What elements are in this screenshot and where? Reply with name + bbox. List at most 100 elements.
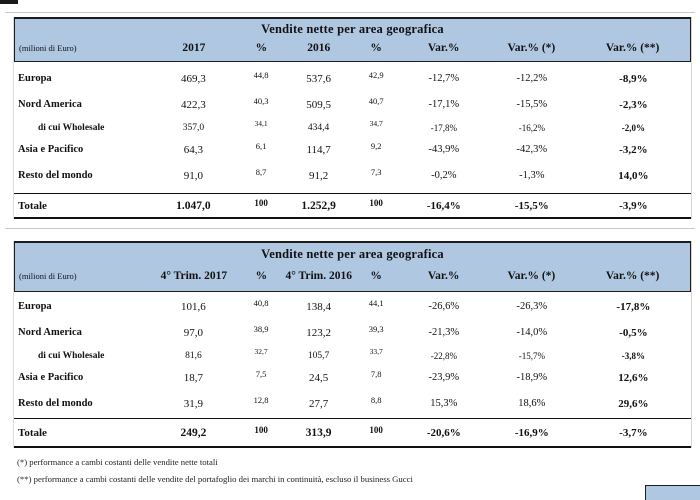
cell-value: 123,2 [306, 327, 331, 339]
total-value: -20,6% [426, 426, 461, 439]
cell-value: 105,7 [307, 350, 330, 361]
row-label: Asia e Pacifico [18, 144, 84, 155]
cell-value: 7,5 [255, 369, 267, 379]
cell-value: 24,5 [308, 372, 329, 384]
cell-value: 101,6 [181, 301, 206, 313]
total-row-slot: Totale 1.047,0 100 1.252,9 100 -16,4% -15,5% -3… [14, 193, 691, 219]
cell-value: -0,2% [431, 170, 457, 181]
total-value: 100 [369, 424, 383, 435]
row-resto-del-mondo: Resto del mondo 31,9 12,8 27,7 8,8 15,3% 18,6%… [14, 391, 691, 417]
cell-value: 91,0 [183, 170, 204, 182]
cell-value: 509,5 [306, 99, 331, 111]
table-title: Vendite nette per area geografica [261, 22, 444, 36]
cell-value: 42,9 [368, 70, 384, 80]
cell-value: 31,9 [183, 398, 204, 410]
cell-value: 422,3 [181, 99, 206, 111]
column-header: 4° Trim. 2016 [285, 270, 352, 282]
row-nord-america: Nord America 422,3 40,3 509,5 40,7 -17,1% -15,… [14, 92, 691, 118]
cell-value: -26,3% [516, 301, 548, 312]
column-header-row: (milioni di Euro) 4° Trim. 2017% 4° Trim. … [15, 269, 690, 283]
total-label: Totale [18, 426, 47, 439]
column-header: Var.% (*) [507, 42, 556, 54]
row-totale: Totale 249,2 100 313,9 100 -20,6% -16,9% -3,7% [14, 418, 691, 448]
cell-value: 34,1 [254, 118, 268, 128]
cell-value: -12,7% [428, 73, 460, 84]
row-label: Resto del mondo [18, 170, 93, 181]
total-row-slot: Totale 249,2 100 313,9 100 -20,6% -16,9% -3,7% [14, 418, 691, 448]
cell-value: 38,9 [253, 324, 269, 334]
cell-value: -16,2% [518, 122, 545, 133]
net-sales-table-q4: Vendite nette per area geografica (milio… [13, 241, 692, 448]
cell-value: 15,3% [430, 398, 458, 409]
cell-value: -26,6% [428, 301, 460, 312]
cell-value: -23,9% [428, 372, 460, 383]
cell-value: -3,8% [621, 350, 645, 361]
cell-value: 138,4 [306, 301, 331, 313]
cropped-table-header-fragment-bottom-right [645, 485, 700, 500]
cell-value: 40,3 [253, 96, 269, 106]
table-header-band: Vendite nette per area geografica (milio… [14, 241, 691, 292]
row-wholesale: di cui Wholesale 81,6 32,7 105,7 33,7 -22,8% -… [14, 346, 691, 365]
table-title: Vendite nette per area geografica [261, 247, 444, 261]
column-header: % [370, 42, 382, 54]
row-label: Nord America [18, 99, 82, 110]
total-value: 100 [254, 424, 268, 435]
cell-value: 81,6 [185, 350, 202, 361]
row-label: Asia e Pacifico [18, 372, 84, 383]
cell-value: 44,8 [253, 70, 269, 80]
cell-value: 8,7 [255, 167, 267, 177]
row-europa: Europa 101,6 40,8 138,4 44,1 -26,6% -26,3% -17,… [14, 294, 691, 320]
footnote-single-asterisk: (*) performance a cambi costanti delle v… [17, 457, 218, 467]
total-value: -3,9% [619, 199, 648, 212]
column-header: 2017 [182, 42, 206, 54]
row-label: di cui Wholesale [38, 122, 105, 133]
total-value: 100 [369, 197, 383, 208]
table-body: Europa 469,3 44,8 537,6 42,9 -12,7% -12,2% -8,9… [14, 62, 691, 193]
total-value: 249,2 [180, 426, 207, 439]
row-totale: Totale 1.047,0 100 1.252,9 100 -16,4% -15,5% -3… [14, 193, 691, 219]
column-header: Var.% (**) [605, 270, 660, 282]
cropped-table-border-fragment-top-left [0, 0, 18, 4]
cell-value: 434,4 [307, 122, 330, 133]
column-header: % [255, 42, 268, 54]
total-value: 100 [254, 197, 268, 208]
total-value: 1.252,9 [301, 199, 336, 212]
cell-value: 9,2 [370, 141, 382, 151]
total-label: Totale [18, 199, 47, 212]
row-nord-america: Nord America 97,0 38,9 123,2 39,3 -21,3% -14,0… [14, 320, 691, 346]
row-label: Europa [18, 73, 52, 84]
cell-value: -42,3% [516, 144, 548, 155]
column-header: 4° Trim. 2017 [160, 270, 228, 282]
cell-value: 34,7 [369, 118, 383, 128]
row-label: Nord America [18, 327, 82, 338]
cell-value: 114,7 [306, 144, 331, 156]
cell-value: 39,3 [368, 324, 384, 334]
cell-value: 44,1 [368, 298, 384, 308]
cell-value: -17,8% [616, 301, 651, 313]
total-value: -16,4% [426, 199, 461, 212]
cell-value: -17,8% [430, 122, 457, 133]
row-asia-pacifico: Asia e Pacifico 64,3 6,1 114,7 9,2 -43,9% -42,… [14, 137, 691, 163]
cell-value: 7,3 [370, 167, 382, 177]
row-label: Resto del mondo [18, 398, 93, 409]
column-header: % [370, 270, 382, 282]
cell-value: 32,7 [254, 346, 268, 356]
cell-value: 91,2 [308, 170, 329, 182]
row-resto-del-mondo: Resto del mondo 91,0 8,7 91,2 7,3 -0,2% -1,3% 1… [14, 163, 691, 189]
total-value: -15,5% [514, 199, 549, 212]
cell-value: 8,8 [370, 395, 382, 405]
column-header: 2016 [307, 42, 331, 54]
cell-value: 14,0% [618, 170, 649, 182]
row-wholesale: di cui Wholesale 357,0 34,1 434,4 34,7 -17,8%… [14, 118, 691, 137]
table-header-band: Vendite nette per area geografica (milio… [14, 17, 691, 62]
footnote-double-asterisk: (**) performance a cambi costanti delle … [17, 474, 413, 484]
cell-value: 537,6 [306, 73, 331, 85]
cell-value: 27,7 [308, 398, 329, 410]
total-value: 313,9 [305, 426, 332, 439]
cell-value: -14,0% [516, 327, 548, 338]
cell-value: -3,2% [619, 144, 648, 156]
cell-value: 357,0 [182, 122, 205, 133]
table-body: Europa 101,6 40,8 138,4 44,1 -26,6% -26,3% -17,… [14, 292, 691, 418]
cell-value: 64,3 [183, 144, 204, 156]
cell-value: 40,8 [253, 298, 269, 308]
